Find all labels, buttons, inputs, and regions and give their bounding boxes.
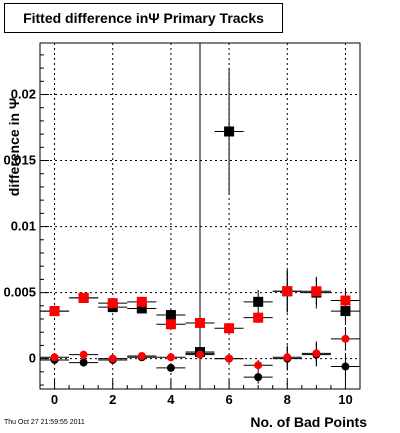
y-tick-label: 0.02 — [11, 87, 36, 102]
y-tick-label: 0.01 — [11, 219, 36, 234]
circle-marker — [254, 373, 263, 382]
circle-marker — [79, 350, 88, 359]
square-marker — [107, 298, 118, 309]
circle-marker — [50, 353, 59, 362]
y-tick-label: 0.015 — [3, 153, 36, 168]
x-axis-label: No. of Bad Points — [250, 414, 367, 430]
circle-marker — [196, 350, 204, 359]
x-tick-label: 8 — [284, 392, 291, 407]
square-marker — [49, 306, 60, 317]
square-marker — [224, 323, 235, 334]
circle-marker — [166, 363, 175, 372]
circle-marker — [79, 358, 88, 367]
square-marker — [165, 319, 176, 330]
circle-marker — [312, 349, 321, 358]
chart-title: Fitted difference inΨ Primary Tracks — [4, 3, 283, 33]
data-points — [40, 43, 360, 389]
circle-marker — [341, 334, 350, 343]
x-tick-label: 4 — [167, 392, 175, 407]
x-tick-label: 0 — [51, 392, 58, 407]
y-axis-label: difference in Ψ — [6, 98, 22, 196]
x-tick-label: 10 — [338, 392, 352, 407]
square-marker — [224, 126, 235, 137]
x-tick-label: 6 — [225, 392, 232, 407]
y-tick-label: 0.005 — [3, 285, 36, 300]
timestamp: Thu Oct 27 21:59:55 2011 — [4, 419, 85, 426]
circle-marker — [137, 351, 146, 360]
square-marker — [136, 296, 147, 307]
circle-marker — [254, 361, 263, 370]
x-tick-label: 2 — [109, 392, 116, 407]
square-marker — [136, 303, 147, 314]
square-marker — [282, 286, 293, 297]
circle-marker — [225, 354, 234, 363]
square-marker — [253, 312, 264, 323]
circle-marker — [283, 353, 292, 362]
square-marker — [311, 286, 322, 297]
square-marker — [253, 296, 264, 307]
axes: 0 2 4 6 8 10 0 0.005 0.01 0.015 0.02 — [3, 42, 361, 407]
circle-marker — [166, 353, 175, 362]
square-marker — [195, 317, 205, 328]
square-marker — [340, 295, 351, 306]
square-marker — [165, 310, 176, 321]
y-tick-label: 0 — [29, 351, 36, 366]
square-marker — [78, 292, 89, 303]
circle-marker — [341, 362, 350, 371]
circle-marker — [108, 354, 117, 363]
